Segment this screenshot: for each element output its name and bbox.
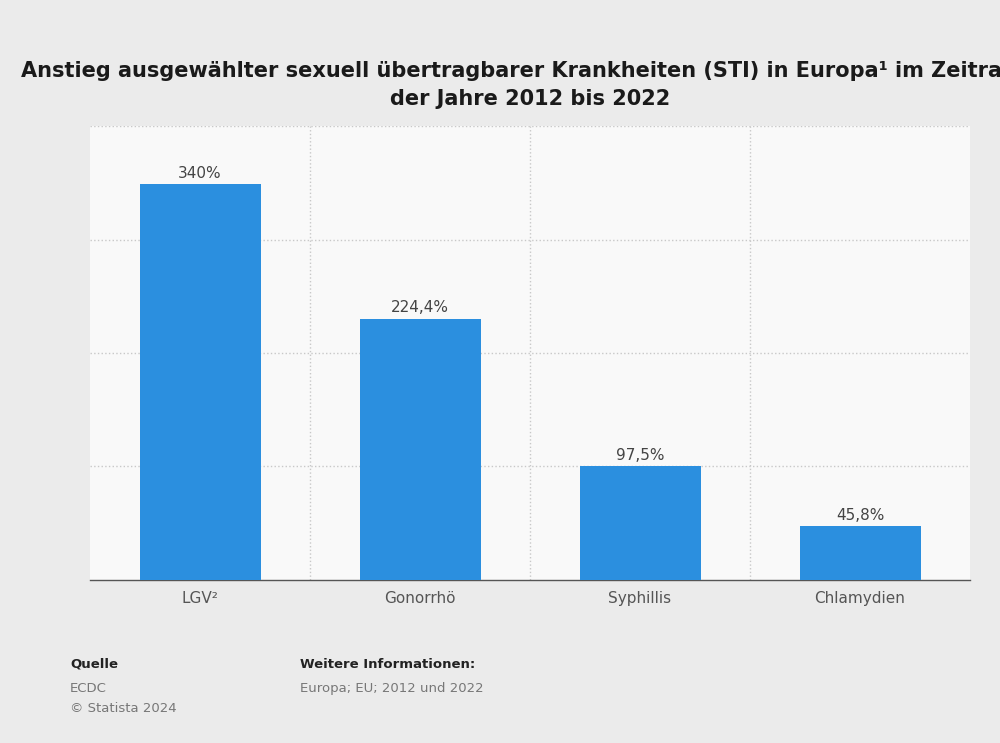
Text: Europa; EU; 2012 und 2022: Europa; EU; 2012 und 2022 (300, 682, 484, 695)
Bar (140, 184, 260, 580)
Text: 224,4%: 224,4% (391, 300, 449, 315)
Text: Quelle: Quelle (70, 658, 118, 670)
Text: ECDC: ECDC (70, 682, 107, 695)
Text: 97,5%: 97,5% (616, 448, 664, 463)
Title: Anstieg ausgewählter sexuell übertragbarer Krankheiten (STI) in Europa¹ im Zeitr: Anstieg ausgewählter sexuell übertragbar… (21, 62, 1000, 109)
Text: Weitere Informationen:: Weitere Informationen: (300, 658, 475, 670)
Bar (800, 526, 920, 580)
Bar (360, 319, 480, 580)
Text: 340%: 340% (178, 166, 222, 181)
Text: © Statista 2024: © Statista 2024 (70, 702, 177, 715)
Bar (580, 467, 700, 580)
Text: 45,8%: 45,8% (836, 507, 884, 523)
